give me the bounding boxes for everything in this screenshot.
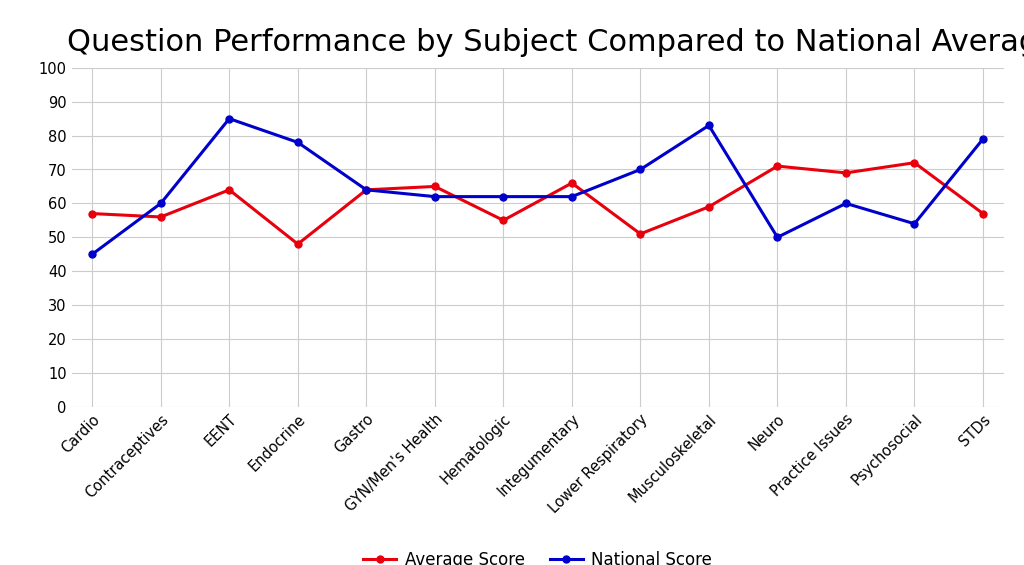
National Score xyxy=(292,139,304,146)
Text: Question Performance by Subject Compared to National Average: Question Performance by Subject Compared… xyxy=(67,28,1024,57)
National Score xyxy=(908,220,921,227)
National Score xyxy=(155,200,167,207)
Average Score xyxy=(840,170,852,176)
Average Score xyxy=(86,210,98,217)
Average Score xyxy=(360,186,373,193)
Line: National Score: National Score xyxy=(89,115,986,258)
National Score xyxy=(840,200,852,207)
Legend: Average Score, National Score: Average Score, National Score xyxy=(356,544,719,565)
Average Score xyxy=(155,214,167,220)
Average Score xyxy=(565,180,578,186)
Average Score xyxy=(702,203,715,210)
National Score xyxy=(565,193,578,200)
Line: Average Score: Average Score xyxy=(89,159,986,247)
National Score xyxy=(498,193,510,200)
Average Score xyxy=(771,163,783,170)
Average Score xyxy=(908,159,921,166)
National Score xyxy=(86,251,98,258)
National Score xyxy=(634,166,646,173)
Average Score xyxy=(498,217,510,224)
National Score xyxy=(223,115,236,122)
Average Score xyxy=(977,210,989,217)
National Score xyxy=(429,193,441,200)
Average Score xyxy=(292,241,304,247)
National Score xyxy=(771,234,783,241)
Average Score xyxy=(634,231,646,237)
National Score xyxy=(360,186,373,193)
National Score xyxy=(977,136,989,142)
Average Score xyxy=(429,183,441,190)
Average Score xyxy=(223,186,236,193)
National Score xyxy=(702,122,715,129)
